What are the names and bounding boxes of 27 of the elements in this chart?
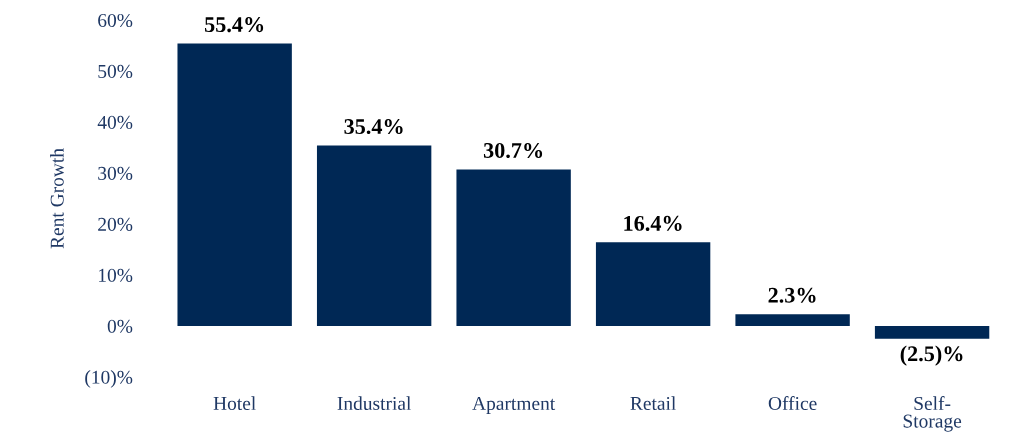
- data-label: 2.3%: [768, 287, 816, 303]
- y-tick-label: 60%: [98, 13, 133, 28]
- data-label: (2.5)%: [900, 345, 963, 366]
- y-tick-label: 20%: [98, 217, 133, 231]
- y-tick-label: 30%: [98, 166, 133, 180]
- x-tick-label: Self- Storage: [903, 396, 962, 432]
- bar: [735, 314, 850, 326]
- y-axis-title: Rent Growth: [50, 148, 64, 249]
- y-tick-label: 40%: [97, 115, 133, 130]
- bar: [177, 43, 292, 326]
- x-tick-label: Hotel: [213, 396, 256, 410]
- data-label: 35.4%: [344, 119, 403, 135]
- bar: [595, 242, 711, 326]
- bar: [456, 169, 571, 326]
- x-tick-label: Office: [768, 396, 817, 410]
- data-label: 16.4%: [624, 215, 682, 231]
- bar: [874, 325, 990, 339]
- y-tick-label: 0%: [107, 319, 133, 333]
- bar: [316, 145, 432, 326]
- y-tick-label: 10%: [99, 268, 133, 282]
- data-label: 30.7%: [483, 142, 543, 159]
- x-tick-label: Retail: [630, 396, 676, 410]
- x-tick-label: Industrial: [337, 396, 412, 410]
- data-label: 55.4%: [205, 17, 264, 33]
- x-tick-label: Apartment: [472, 396, 556, 414]
- y-tick-label: (10)%: [85, 370, 133, 388]
- y-tick-label: 50%: [98, 64, 133, 79]
